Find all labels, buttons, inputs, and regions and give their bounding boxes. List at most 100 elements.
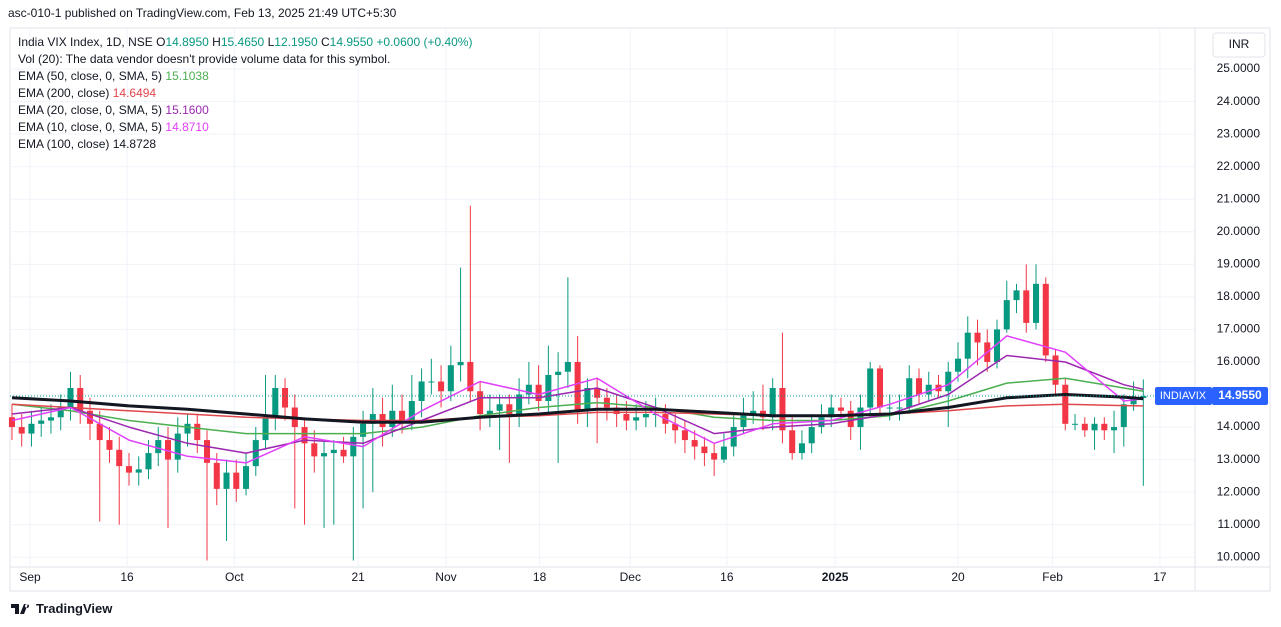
logo <box>11 603 30 614</box>
candle-body <box>252 440 259 467</box>
candle-body <box>564 361 571 372</box>
y-tick-label: 18.0000 <box>1217 289 1261 303</box>
symbol: India VIX Index, 1D, NSE <box>18 35 153 49</box>
price-tag-label: 14.9550 <box>1218 388 1262 402</box>
candle-body <box>964 332 971 359</box>
candle-body <box>1023 290 1030 323</box>
candle-body <box>1120 404 1127 428</box>
candle-body <box>399 410 406 421</box>
candle-body <box>262 417 269 441</box>
candle-body <box>613 407 620 415</box>
candle-body <box>808 427 815 444</box>
currency-box[interactable] <box>1212 32 1266 58</box>
indicator-value: 15.1600 <box>165 103 209 117</box>
volume-note: Vol (20): The data vendor doesn't provid… <box>18 52 391 66</box>
indicator-name: EMA (200, close) <box>18 86 110 100</box>
chart-frame <box>9 27 1271 592</box>
candle-body <box>38 420 45 424</box>
candle-body <box>1111 427 1118 431</box>
candle-body <box>506 404 513 415</box>
candle-body <box>8 417 15 428</box>
legend-row[interactable]: EMA (100, close) 14.8728 <box>18 136 472 153</box>
candle-body <box>769 388 776 418</box>
indicator-name: EMA (100, close) <box>18 137 110 151</box>
candle-body <box>1091 423 1098 431</box>
candle-body <box>272 388 279 418</box>
candle-body <box>321 453 328 457</box>
indicator-value: 14.6494 <box>112 86 157 100</box>
quote-value: 15.4650 <box>220 35 265 49</box>
candle-body <box>633 417 640 421</box>
y-tick-label: 16.0000 <box>1217 354 1261 368</box>
x-tick-label: Feb <box>1042 570 1063 584</box>
candle-body <box>945 371 952 392</box>
quote-value: 12.1950 <box>274 35 318 49</box>
candle-body <box>282 388 289 408</box>
legend-row[interactable]: EMA (200, close) 14.6494 <box>18 85 472 102</box>
candle-body <box>106 440 113 450</box>
candle-body <box>720 446 727 460</box>
quote-label: C <box>321 35 330 49</box>
legend-row[interactable]: EMA (20, close, 0, SMA, 5) 15.1600 <box>18 102 472 119</box>
x-tick-label: 21 <box>352 570 366 584</box>
candle-body <box>1101 423 1108 431</box>
symbol-tag-label: INDIAVIX <box>1160 390 1207 402</box>
ema-line <box>11 335 1144 464</box>
x-tick-label: 17 <box>1153 570 1167 584</box>
y-tick-label: 12.0000 <box>1217 484 1261 498</box>
change: +0.0600 (+0.40%) <box>376 35 473 49</box>
legend-row[interactable]: EMA (10, close, 0, SMA, 5) 14.8710 <box>18 119 472 136</box>
quote-label: O <box>156 35 166 49</box>
candle-body <box>925 384 932 395</box>
y-tick-label: 22.0000 <box>1217 159 1261 173</box>
candle-body <box>223 472 230 489</box>
candle-body <box>837 407 844 411</box>
candle-body <box>86 410 93 424</box>
candle-body <box>28 423 35 434</box>
candle-body <box>1130 397 1137 405</box>
legend-row: India VIX Index, 1D, NSE O14.8950 H15.46… <box>18 34 472 51</box>
candle-body <box>203 440 211 463</box>
candle-body <box>447 365 454 392</box>
candle-body <box>408 401 415 421</box>
y-tick-label: 14.0000 <box>1217 419 1261 433</box>
x-tick-label: 16 <box>120 570 134 584</box>
plot <box>8 205 1195 561</box>
y-tick-label: 20.0000 <box>1217 224 1261 238</box>
y-tick-label: 25.0000 <box>1217 61 1261 75</box>
currency: INR <box>1229 37 1250 51</box>
candle-body <box>691 440 698 447</box>
candle-body <box>681 430 688 441</box>
candle-body <box>438 381 445 392</box>
candle-body <box>311 443 318 457</box>
footer: TradingView <box>10 601 112 616</box>
candle-body <box>1140 395 1147 398</box>
candle-body <box>798 443 805 454</box>
candle-body <box>467 361 474 392</box>
candle-body <box>301 427 308 444</box>
candle-body <box>574 361 581 411</box>
candle-body <box>340 449 347 457</box>
y-tick-label: 17.0000 <box>1217 322 1261 336</box>
legend-row[interactable]: EMA (50, close, 0, SMA, 5) 15.1038 <box>18 68 472 85</box>
x-tick-label: 2025 <box>822 570 849 584</box>
candle-body <box>194 423 201 441</box>
x-tick-label: 18 <box>533 570 547 584</box>
candle-body <box>535 384 542 402</box>
candle-body <box>779 388 786 431</box>
candle-body <box>516 394 523 415</box>
x-tick-label: 16 <box>720 570 734 584</box>
candle-body <box>96 423 103 441</box>
candle-body <box>896 407 903 409</box>
candle-body <box>584 388 591 411</box>
candle-body <box>457 361 464 366</box>
candle-body <box>594 388 601 398</box>
y-tick-label: 10.0000 <box>1217 549 1261 563</box>
candle-body <box>125 466 133 473</box>
ema-line <box>11 403 1144 422</box>
publish-header: asc-010-1 published on TradingView.com, … <box>8 6 397 20</box>
candle-body <box>701 446 708 454</box>
indicator-value: 15.1038 <box>165 69 209 83</box>
